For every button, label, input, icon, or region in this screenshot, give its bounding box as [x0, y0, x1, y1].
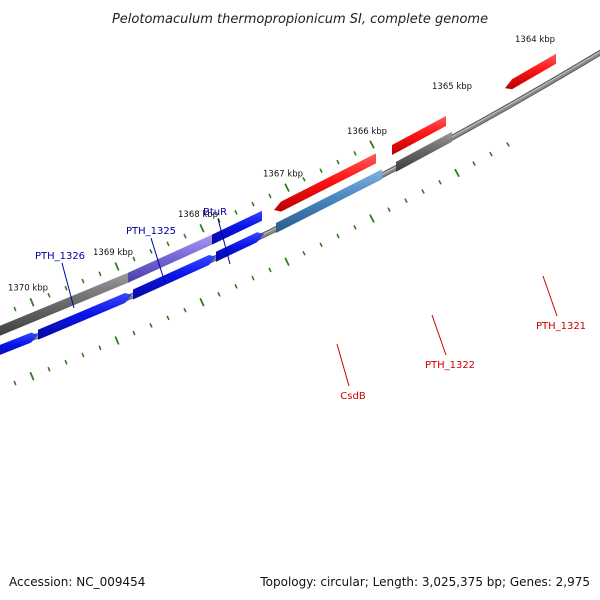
scale-inner-tick — [47, 366, 51, 372]
scale-inner-tick — [132, 330, 136, 336]
gene-inner-3 — [133, 255, 216, 300]
scale-label: 1365 kbp — [432, 82, 472, 92]
scale-inner-tick — [421, 189, 425, 194]
scale-inner-tick — [268, 267, 272, 273]
scale-inner-tick — [454, 168, 460, 178]
gene-inner-4 — [216, 232, 264, 262]
scale-outer-tick — [166, 241, 170, 247]
gene-inner-1 — [0, 332, 38, 355]
gene-pth1322-inner — [396, 131, 452, 172]
scale-outer-tick — [13, 306, 17, 312]
scale-outer-tick — [114, 262, 120, 271]
gene-label: PTH_1325 — [126, 226, 176, 237]
scale-outer-tick — [149, 249, 153, 254]
gene-label: PTH_1326 — [35, 251, 85, 262]
gene-label-leader — [61, 262, 75, 309]
gene-label-leader — [431, 314, 447, 356]
scale-outer-tick — [251, 201, 255, 207]
gene-label: BtuR — [203, 207, 227, 218]
scale-outer-tick — [132, 256, 136, 262]
scale-inner-tick — [251, 275, 255, 281]
gene-csdb-outer — [274, 153, 376, 212]
topology-label: Topology: circular; Length: 3,025,375 bp… — [259, 575, 590, 589]
scale-outer-tick — [98, 271, 102, 277]
scale-inner-tick — [149, 323, 153, 328]
scale-inner-tick — [64, 359, 68, 365]
gene-label: PTH_1321 — [536, 321, 586, 332]
scale-inner-tick — [506, 142, 510, 147]
scale-inner-tick — [438, 180, 442, 185]
gene-pth1321 — [505, 53, 556, 90]
gene-label-leader — [150, 237, 166, 284]
scale-inner-tick — [284, 257, 290, 266]
scale-outer-tick — [47, 292, 51, 298]
scale-outer-tick — [234, 210, 238, 215]
scale-outer-tick — [29, 297, 35, 307]
scale-inner-tick — [336, 233, 340, 239]
gene-label-leader — [542, 275, 558, 317]
scale-outer-tick — [268, 193, 272, 199]
scale-inner-tick — [353, 225, 357, 230]
gene-inner-2 — [38, 293, 132, 340]
scale-label: 1366 kbp — [347, 127, 387, 137]
scale-outer-tick — [369, 140, 375, 149]
scale-label: 1367 kbp — [263, 170, 303, 180]
scale-inner-tick — [98, 345, 102, 351]
gene-label: CsdB — [340, 391, 366, 402]
scale-inner-tick — [472, 161, 476, 166]
scale-inner-tick — [217, 292, 221, 297]
gene-label-leader — [336, 343, 350, 387]
scale-inner-tick — [114, 336, 120, 345]
scale-inner-tick — [387, 207, 391, 212]
gene-csdb-inner — [276, 169, 382, 233]
scale-label: 1364 kbp — [515, 35, 555, 45]
scale-outer-tick — [199, 224, 205, 233]
scale-inner-tick — [302, 251, 306, 256]
scale-inner-tick — [166, 315, 170, 321]
scale-outer-tick — [284, 183, 290, 192]
scale-outer-tick — [353, 151, 357, 156]
scale-outer-tick — [64, 285, 68, 291]
gene-pth1326 — [0, 272, 128, 336]
gene-btur — [212, 210, 262, 245]
scale-outer-tick — [183, 233, 187, 239]
scale-outer-tick — [81, 278, 85, 284]
scale-inner-tick — [81, 352, 85, 358]
scale-inner-tick — [234, 284, 238, 289]
scale-label: 1370 kbp — [8, 284, 48, 294]
scale-inner-tick — [404, 198, 408, 203]
scale-inner-tick — [369, 214, 375, 223]
accession-label: Accession: NC_009454 — [9, 575, 145, 589]
scale-inner-tick — [199, 298, 205, 307]
scale-outer-tick — [302, 177, 306, 182]
scale-inner-tick — [183, 307, 187, 313]
gene-label-leader — [217, 218, 231, 265]
scale-label: 1369 kbp — [93, 248, 133, 258]
scale-inner-tick — [319, 242, 323, 247]
gene-pth1325 — [128, 234, 212, 283]
scale-label: 1368 kbp — [178, 210, 218, 220]
scale-outer-tick — [319, 168, 323, 173]
scale-outer-tick — [336, 159, 340, 165]
scale-inner-tick — [489, 151, 493, 157]
gene-label: PTH_1322 — [425, 360, 475, 371]
genome-title: Pelotomaculum thermopropionicum SI, comp… — [112, 12, 488, 27]
scale-inner-tick — [29, 371, 35, 381]
gene-pth1322-outer — [392, 116, 446, 155]
scale-inner-tick — [13, 380, 17, 386]
